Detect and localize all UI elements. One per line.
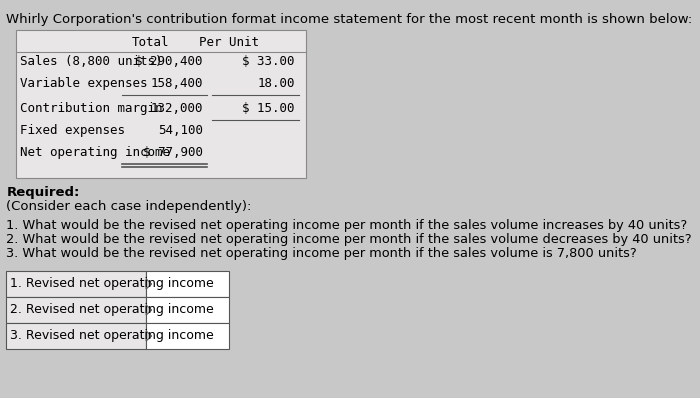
Text: 1. Revised net operating income: 1. Revised net operating income xyxy=(10,277,214,291)
Text: 3. What would be the revised net operating income per month if the sales volume : 3. What would be the revised net operati… xyxy=(6,247,637,260)
Text: 132,000: 132,000 xyxy=(150,102,203,115)
Text: Total: Total xyxy=(132,36,169,49)
Text: Contribution margin: Contribution margin xyxy=(20,102,162,115)
Text: 2. What would be the revised net operating income per month if the sales volume : 2. What would be the revised net operati… xyxy=(6,233,692,246)
Text: Fixed expenses: Fixed expenses xyxy=(20,124,125,137)
Text: Whirly Corporation's contribution format income statement for the most recent mo: Whirly Corporation's contribution format… xyxy=(6,13,692,26)
Text: Variable expenses: Variable expenses xyxy=(20,77,147,90)
Bar xyxy=(6,323,146,349)
Polygon shape xyxy=(146,331,152,341)
Bar xyxy=(146,297,229,323)
Text: 18.00: 18.00 xyxy=(257,77,295,90)
Bar xyxy=(146,323,229,349)
Text: 3. Revised net operating income: 3. Revised net operating income xyxy=(10,330,214,343)
Bar xyxy=(15,30,307,178)
Text: (Consider each case independently):: (Consider each case independently): xyxy=(6,200,252,213)
Polygon shape xyxy=(146,305,152,315)
Text: Sales (8,800 units): Sales (8,800 units) xyxy=(20,55,162,68)
Text: $ 33.00: $ 33.00 xyxy=(242,55,295,68)
Text: 54,100: 54,100 xyxy=(158,124,203,137)
Text: 158,400: 158,400 xyxy=(150,77,203,90)
Text: 2. Revised net operating income: 2. Revised net operating income xyxy=(10,304,214,316)
Bar xyxy=(146,271,229,297)
Text: Per Unit: Per Unit xyxy=(199,36,259,49)
Bar xyxy=(6,271,146,297)
Text: $ 290,400: $ 290,400 xyxy=(135,55,203,68)
Text: Required:: Required: xyxy=(6,186,80,199)
Text: Net operating income: Net operating income xyxy=(20,146,169,159)
Text: $ 15.00: $ 15.00 xyxy=(242,102,295,115)
Polygon shape xyxy=(146,279,152,289)
Bar xyxy=(6,297,146,323)
Text: $ 77,900: $ 77,900 xyxy=(143,146,203,159)
Text: 1. What would be the revised net operating income per month if the sales volume : 1. What would be the revised net operati… xyxy=(6,219,687,232)
